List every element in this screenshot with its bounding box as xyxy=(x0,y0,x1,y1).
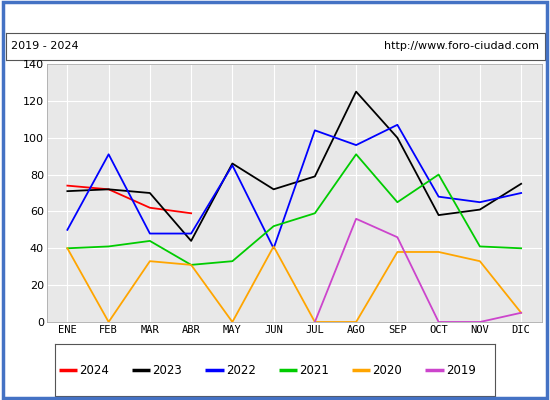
Text: 2021: 2021 xyxy=(299,364,329,376)
Text: Evolucion Nº Turistas Extranjeros en el municipio de San Martín de Pusa: Evolucion Nº Turistas Extranjeros en el … xyxy=(4,10,546,23)
Text: 2019 - 2024: 2019 - 2024 xyxy=(11,41,79,51)
Text: 2020: 2020 xyxy=(372,364,402,376)
Text: 2019: 2019 xyxy=(446,364,476,376)
Text: 2022: 2022 xyxy=(226,364,256,376)
Text: 2023: 2023 xyxy=(152,364,182,376)
Text: http://www.foro-ciudad.com: http://www.foro-ciudad.com xyxy=(384,41,539,51)
Text: 2024: 2024 xyxy=(79,364,109,376)
